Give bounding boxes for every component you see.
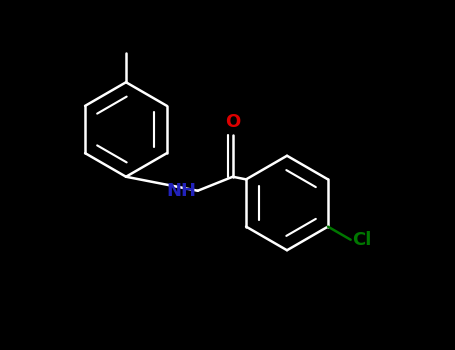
Text: NH: NH	[166, 182, 196, 200]
Text: O: O	[225, 113, 240, 131]
Text: Cl: Cl	[353, 231, 372, 249]
